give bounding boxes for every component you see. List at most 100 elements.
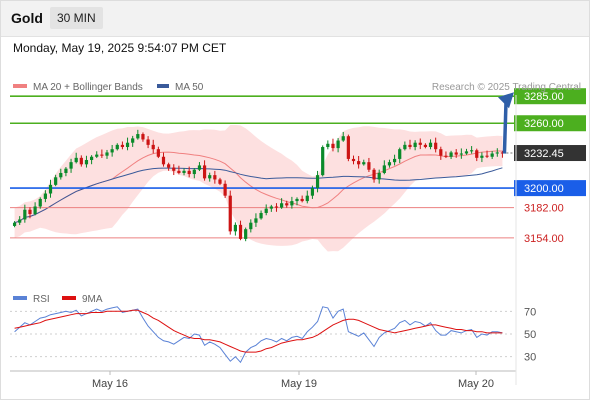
candle-body bbox=[500, 152, 505, 154]
candle-body bbox=[95, 154, 99, 157]
candle-body bbox=[285, 203, 289, 206]
rsi-tick-70: 70 bbox=[524, 306, 536, 318]
candle-body bbox=[269, 206, 273, 209]
candle bbox=[439, 146, 443, 160]
candle bbox=[202, 160, 207, 181]
candle-body bbox=[259, 212, 263, 219]
candle-body bbox=[131, 138, 135, 143]
candle bbox=[382, 160, 386, 175]
level-label-3154.00: 3154.00 bbox=[524, 233, 564, 245]
candle-body bbox=[48, 184, 53, 194]
candle-body bbox=[54, 177, 58, 185]
legend-swatch-bollinger bbox=[13, 84, 27, 88]
candle bbox=[28, 207, 32, 219]
level-label-3200.00: 3200.00 bbox=[524, 183, 564, 195]
candle bbox=[192, 168, 196, 179]
candle-body bbox=[136, 134, 140, 139]
candle-body bbox=[382, 165, 386, 173]
candle bbox=[89, 155, 94, 165]
candle-body bbox=[295, 198, 299, 202]
candle bbox=[459, 148, 463, 159]
x-tick-label-2: May 20 bbox=[458, 378, 494, 390]
candle-body bbox=[244, 229, 248, 239]
candle bbox=[418, 138, 422, 150]
candle-body bbox=[444, 155, 448, 157]
candle-body bbox=[290, 201, 294, 206]
legend-rsi: RSI bbox=[33, 294, 50, 305]
candle-body bbox=[336, 140, 340, 149]
chart-timestamp: Monday, May 19, 2025 9:54:07 PM CET bbox=[13, 41, 227, 55]
candle-body bbox=[454, 152, 458, 155]
candle-body bbox=[475, 150, 479, 158]
candle-body bbox=[161, 156, 166, 165]
candle-body bbox=[43, 193, 47, 199]
x-tick-label-0: May 16 bbox=[92, 378, 128, 390]
candle bbox=[274, 203, 279, 212]
candle-body bbox=[254, 218, 258, 223]
candle bbox=[43, 190, 47, 203]
candle bbox=[249, 219, 253, 233]
candle bbox=[300, 195, 304, 203]
candle-body bbox=[392, 158, 397, 163]
candle-body bbox=[480, 155, 484, 158]
timeframe-button[interactable]: 30 MIN bbox=[50, 7, 103, 29]
candle-body bbox=[408, 144, 412, 148]
candle-body bbox=[12, 222, 17, 226]
level-box-3200.00 bbox=[514, 180, 586, 197]
candle-body bbox=[459, 153, 463, 155]
level-label-3260.00: 3260.00 bbox=[524, 118, 564, 130]
candle bbox=[167, 162, 171, 171]
candle bbox=[285, 200, 289, 208]
candle-body bbox=[249, 222, 253, 230]
candle-body bbox=[202, 165, 207, 179]
candle bbox=[423, 143, 428, 149]
candle bbox=[310, 185, 315, 199]
candle bbox=[182, 168, 186, 176]
candle-body bbox=[89, 156, 94, 160]
candle-body bbox=[310, 188, 315, 196]
current-price-box bbox=[514, 145, 586, 162]
legend-rsi-ma: 9MA bbox=[82, 294, 103, 305]
candle bbox=[213, 170, 217, 184]
candle-body bbox=[38, 198, 42, 207]
candle bbox=[470, 146, 474, 154]
candle bbox=[351, 155, 356, 165]
candle bbox=[18, 216, 22, 225]
candle bbox=[23, 204, 27, 223]
candle bbox=[377, 169, 381, 184]
candle-body bbox=[346, 136, 350, 159]
candle bbox=[197, 162, 202, 172]
candle-body bbox=[351, 158, 356, 162]
candle bbox=[413, 140, 417, 151]
candle-body bbox=[418, 142, 422, 145]
candle-body bbox=[372, 169, 376, 180]
candle bbox=[434, 137, 438, 153]
candle-body bbox=[300, 198, 304, 202]
candle bbox=[120, 141, 125, 150]
candle bbox=[331, 138, 335, 152]
candle bbox=[346, 134, 350, 162]
candle-body bbox=[439, 149, 443, 156]
candle bbox=[105, 149, 109, 159]
candle bbox=[69, 158, 73, 173]
candle-body bbox=[115, 144, 119, 150]
candle-body bbox=[274, 206, 279, 208]
candle-body bbox=[167, 164, 171, 168]
candle bbox=[141, 132, 145, 142]
candle bbox=[290, 196, 294, 209]
candle-body bbox=[434, 142, 438, 150]
candle-body bbox=[495, 152, 499, 154]
candle bbox=[244, 227, 248, 242]
x-tick-label-1: May 19 bbox=[281, 378, 317, 390]
candle-body bbox=[413, 142, 417, 148]
candle bbox=[151, 139, 155, 154]
chart-header: Gold 30 MIN bbox=[0, 0, 590, 37]
candle-body bbox=[341, 136, 345, 141]
candle bbox=[177, 165, 181, 175]
candle-body bbox=[192, 169, 196, 175]
candle bbox=[95, 151, 99, 159]
candle bbox=[336, 138, 340, 153]
candle bbox=[74, 152, 78, 164]
candle-body bbox=[18, 219, 22, 223]
